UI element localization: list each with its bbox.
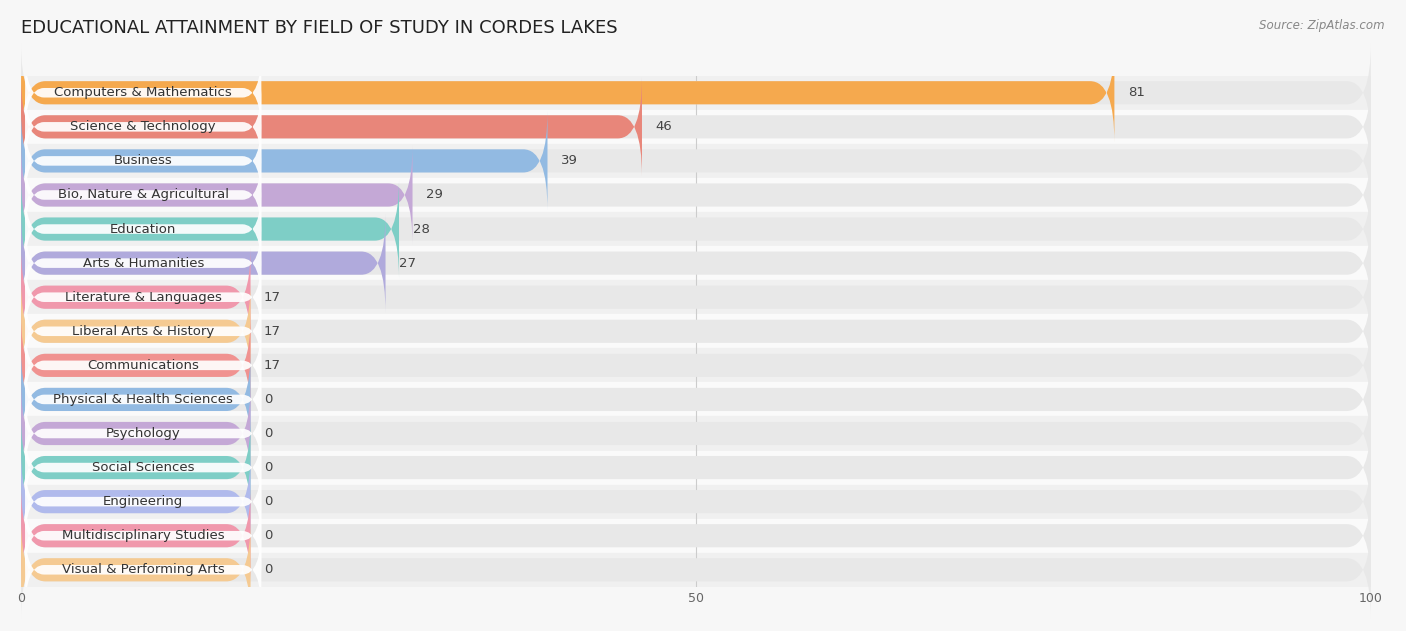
FancyBboxPatch shape <box>25 391 262 476</box>
Text: 0: 0 <box>264 427 273 440</box>
FancyBboxPatch shape <box>21 43 1115 143</box>
Bar <box>21 144 1371 178</box>
Bar <box>21 519 1371 553</box>
FancyBboxPatch shape <box>21 452 250 551</box>
Text: 0: 0 <box>264 529 273 542</box>
Bar <box>21 348 1371 382</box>
Text: 46: 46 <box>655 121 672 133</box>
FancyBboxPatch shape <box>21 247 250 347</box>
Bar <box>21 246 1371 280</box>
Text: 0: 0 <box>264 461 273 474</box>
FancyBboxPatch shape <box>21 316 1371 415</box>
FancyBboxPatch shape <box>21 350 1371 449</box>
FancyBboxPatch shape <box>25 493 262 579</box>
Text: 28: 28 <box>412 223 429 235</box>
Text: 0: 0 <box>264 495 273 508</box>
Text: Business: Business <box>114 155 173 167</box>
FancyBboxPatch shape <box>21 145 412 245</box>
FancyBboxPatch shape <box>25 50 262 136</box>
FancyBboxPatch shape <box>21 281 1371 381</box>
FancyBboxPatch shape <box>25 254 262 340</box>
Text: 17: 17 <box>264 325 281 338</box>
Text: Science & Technology: Science & Technology <box>70 121 217 133</box>
FancyBboxPatch shape <box>21 486 250 586</box>
FancyBboxPatch shape <box>21 179 1371 279</box>
Text: 29: 29 <box>426 189 443 201</box>
FancyBboxPatch shape <box>21 213 1371 313</box>
FancyBboxPatch shape <box>21 247 1371 347</box>
FancyBboxPatch shape <box>25 527 262 613</box>
Bar <box>21 76 1371 110</box>
Text: Communications: Communications <box>87 359 200 372</box>
Text: 81: 81 <box>1128 86 1144 99</box>
FancyBboxPatch shape <box>25 288 262 374</box>
FancyBboxPatch shape <box>21 213 385 313</box>
Bar <box>21 416 1371 451</box>
FancyBboxPatch shape <box>21 316 250 415</box>
FancyBboxPatch shape <box>25 459 262 545</box>
Text: Visual & Performing Arts: Visual & Performing Arts <box>62 563 225 576</box>
Bar <box>21 382 1371 416</box>
FancyBboxPatch shape <box>25 152 262 238</box>
FancyBboxPatch shape <box>21 43 1371 143</box>
Text: 39: 39 <box>561 155 578 167</box>
FancyBboxPatch shape <box>25 425 262 510</box>
Text: EDUCATIONAL ATTAINMENT BY FIELD OF STUDY IN CORDES LAKES: EDUCATIONAL ATTAINMENT BY FIELD OF STUDY… <box>21 19 617 37</box>
FancyBboxPatch shape <box>25 84 262 170</box>
FancyBboxPatch shape <box>21 145 1371 245</box>
FancyBboxPatch shape <box>21 350 250 449</box>
Text: 0: 0 <box>264 393 273 406</box>
Text: Engineering: Engineering <box>103 495 183 508</box>
FancyBboxPatch shape <box>21 111 1371 211</box>
FancyBboxPatch shape <box>21 520 1371 620</box>
Bar <box>21 485 1371 519</box>
Text: Liberal Arts & History: Liberal Arts & History <box>72 325 214 338</box>
FancyBboxPatch shape <box>21 179 399 279</box>
Text: Bio, Nature & Agricultural: Bio, Nature & Agricultural <box>58 189 229 201</box>
Text: Literature & Languages: Literature & Languages <box>65 291 222 304</box>
FancyBboxPatch shape <box>21 520 250 620</box>
Bar <box>21 178 1371 212</box>
Text: Education: Education <box>110 223 176 235</box>
FancyBboxPatch shape <box>25 220 262 306</box>
Text: 27: 27 <box>399 257 416 269</box>
FancyBboxPatch shape <box>25 118 262 204</box>
Text: 0: 0 <box>264 563 273 576</box>
FancyBboxPatch shape <box>21 77 643 177</box>
Bar <box>21 212 1371 246</box>
FancyBboxPatch shape <box>25 186 262 272</box>
FancyBboxPatch shape <box>21 486 1371 586</box>
FancyBboxPatch shape <box>25 322 262 408</box>
FancyBboxPatch shape <box>21 281 250 381</box>
Bar <box>21 451 1371 485</box>
FancyBboxPatch shape <box>21 452 1371 551</box>
FancyBboxPatch shape <box>25 357 262 442</box>
Text: 17: 17 <box>264 291 281 304</box>
FancyBboxPatch shape <box>21 77 1371 177</box>
Text: Arts & Humanities: Arts & Humanities <box>83 257 204 269</box>
Bar <box>21 314 1371 348</box>
FancyBboxPatch shape <box>21 111 547 211</box>
Text: Psychology: Psychology <box>105 427 180 440</box>
Bar <box>21 553 1371 587</box>
FancyBboxPatch shape <box>21 418 1371 517</box>
Bar <box>21 110 1371 144</box>
Text: Physical & Health Sciences: Physical & Health Sciences <box>53 393 233 406</box>
FancyBboxPatch shape <box>21 384 1371 483</box>
Text: Social Sciences: Social Sciences <box>91 461 194 474</box>
Text: 17: 17 <box>264 359 281 372</box>
Bar <box>21 280 1371 314</box>
Text: Source: ZipAtlas.com: Source: ZipAtlas.com <box>1260 19 1385 32</box>
FancyBboxPatch shape <box>21 384 250 483</box>
FancyBboxPatch shape <box>21 418 250 517</box>
Text: Computers & Mathematics: Computers & Mathematics <box>55 86 232 99</box>
Text: Multidisciplinary Studies: Multidisciplinary Studies <box>62 529 225 542</box>
